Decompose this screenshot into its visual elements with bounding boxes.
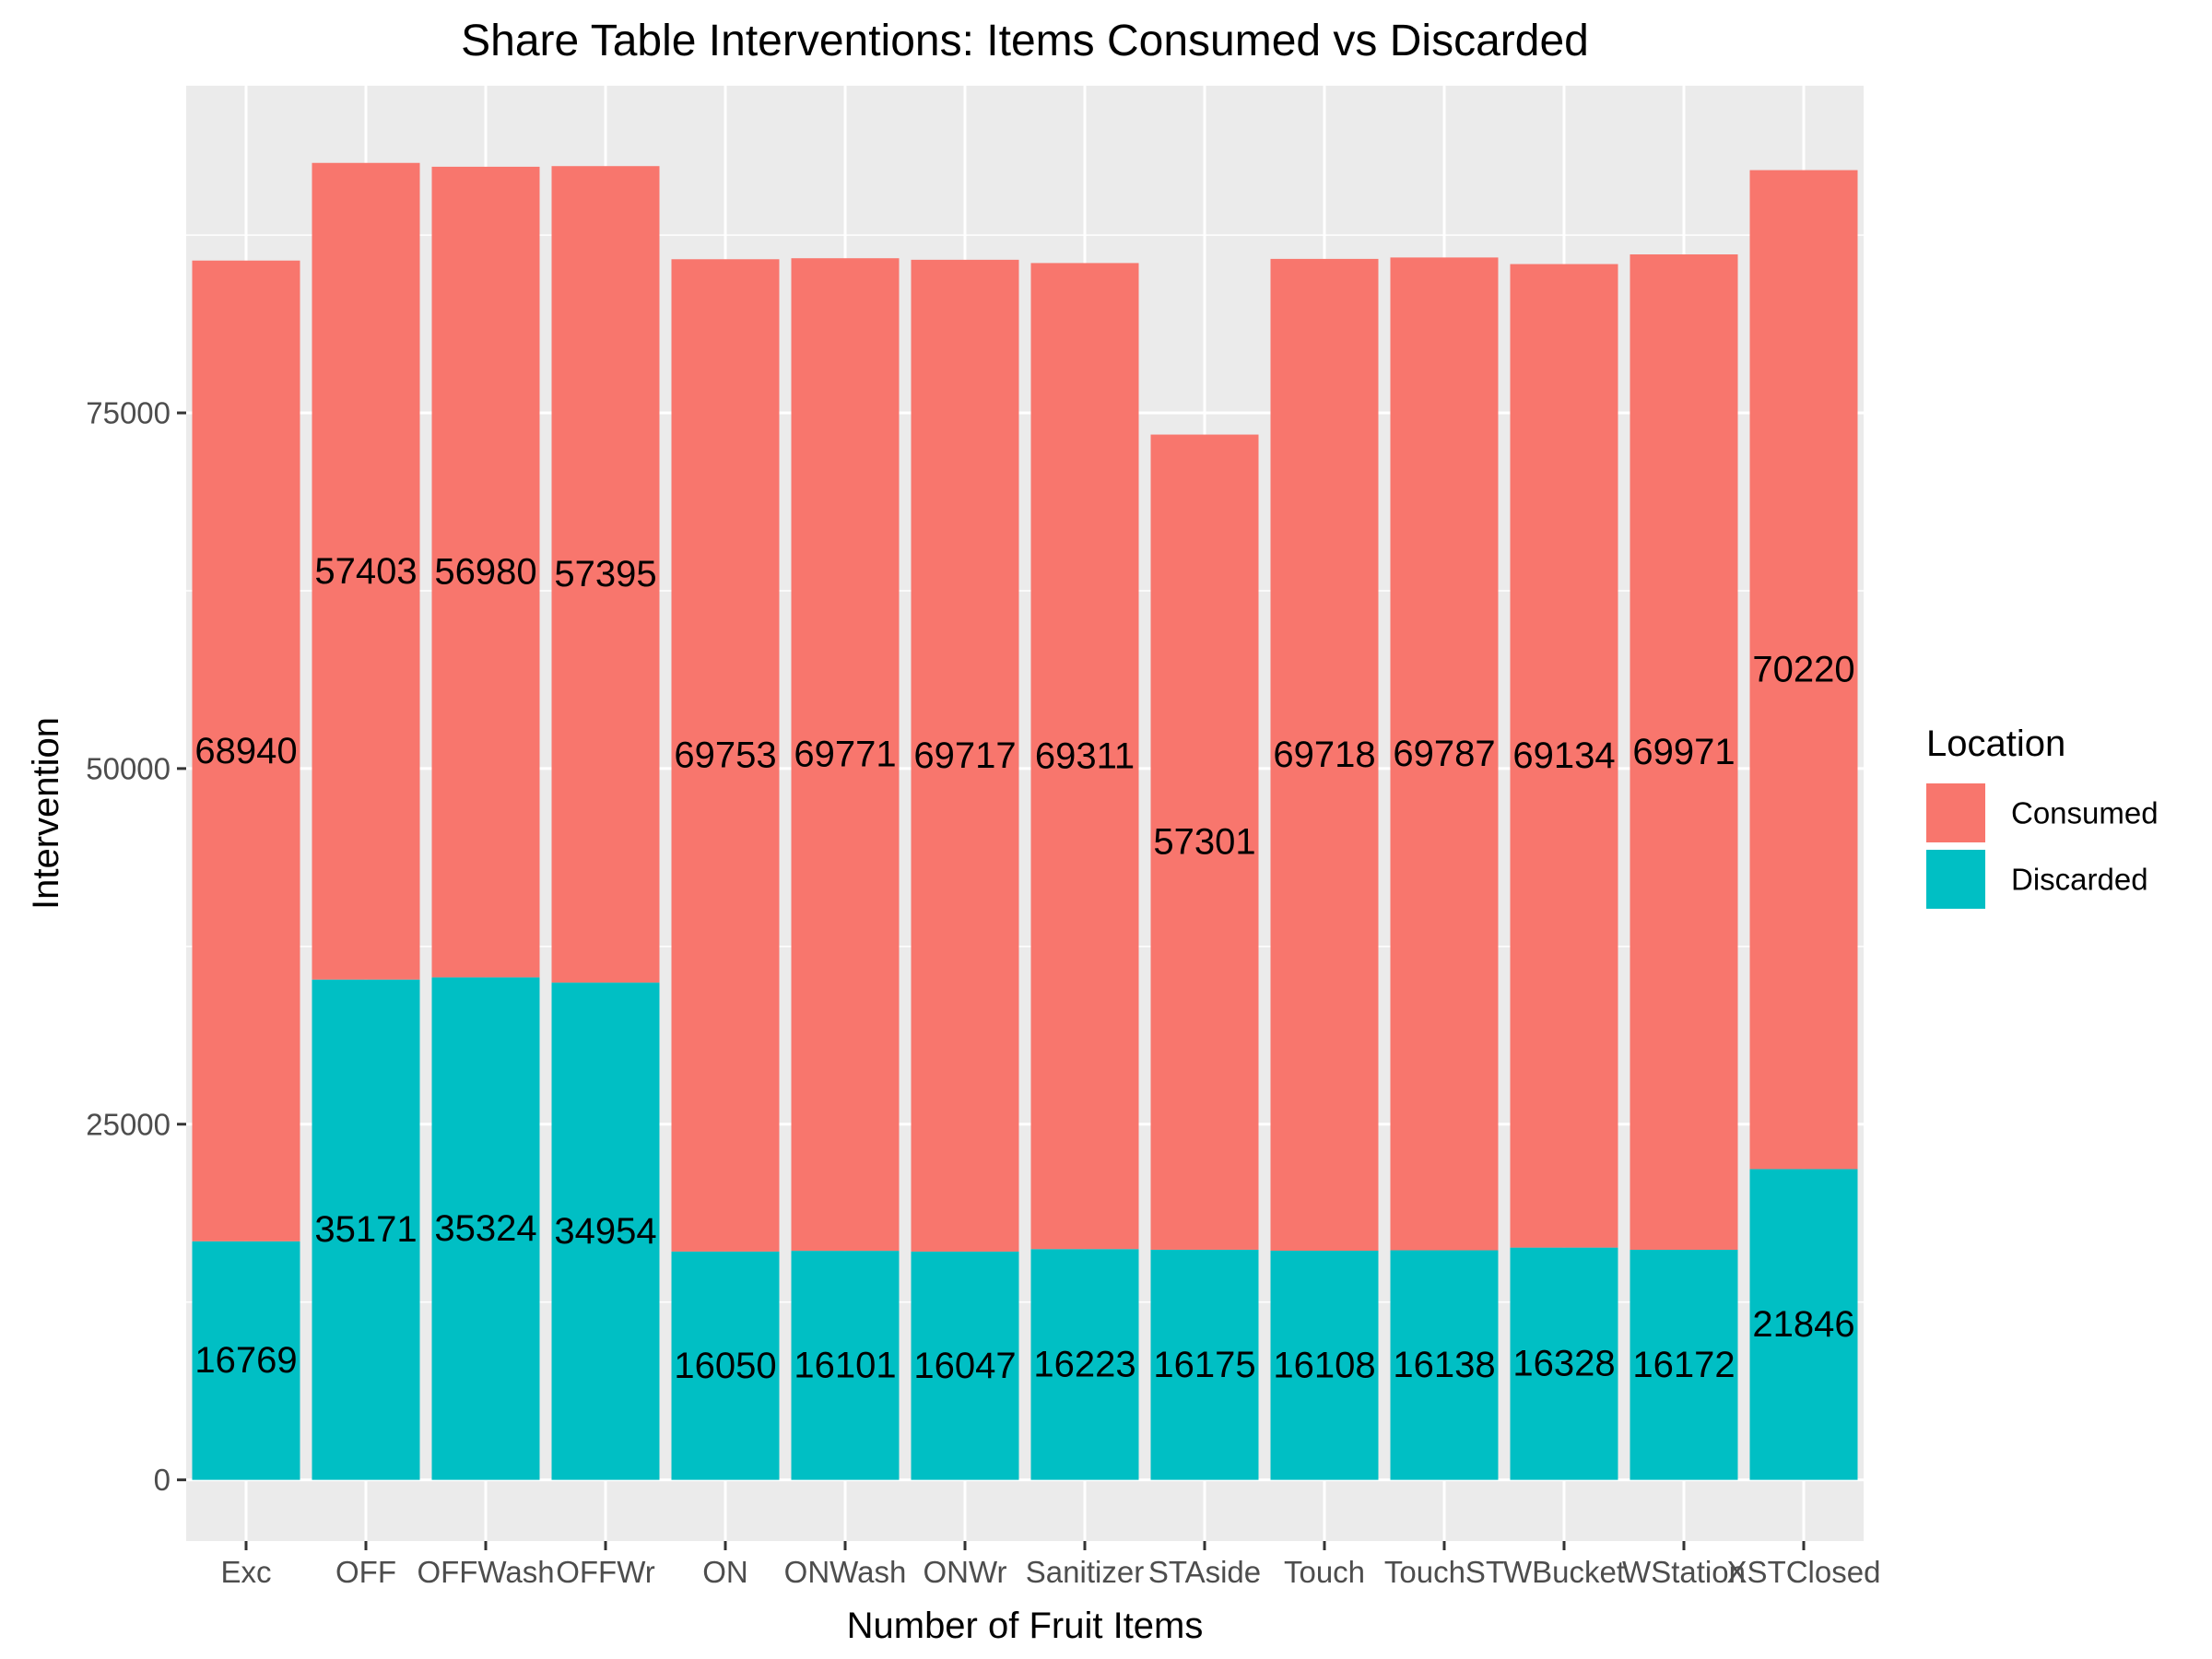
data-label-discarded: 16769 bbox=[194, 1340, 297, 1381]
bar-consumed bbox=[1150, 434, 1259, 1250]
data-label-consumed: 69134 bbox=[1512, 735, 1615, 776]
bar-consumed bbox=[671, 259, 780, 1252]
x-axis-title: Number of Fruit Items bbox=[847, 1606, 1204, 1646]
data-labels: 16769 68940 35171 57403 35324 56980 34954 57395… bbox=[194, 551, 1854, 1386]
data-label-consumed: 69753 bbox=[674, 735, 776, 776]
bar-discarded bbox=[671, 1251, 780, 1480]
x-tick-label: ONWr bbox=[923, 1555, 1006, 1589]
bar-discarded bbox=[791, 1251, 900, 1480]
data-label-discarded: 35171 bbox=[314, 1209, 417, 1250]
x-tick-label: WStation bbox=[1622, 1555, 1746, 1589]
bar-discarded bbox=[1749, 1169, 1858, 1480]
x-tick-label: ON bbox=[702, 1555, 748, 1589]
x-tick-label: STAside bbox=[1148, 1555, 1261, 1589]
data-label-consumed: 57403 bbox=[314, 551, 417, 592]
bar-consumed bbox=[431, 166, 540, 978]
bar-discarded bbox=[431, 977, 540, 1480]
data-label-discarded: 16138 bbox=[1393, 1345, 1495, 1385]
bar-consumed bbox=[791, 258, 900, 1252]
bar-discarded bbox=[312, 979, 420, 1480]
data-label-discarded: 21846 bbox=[1752, 1304, 1854, 1345]
bar-consumed bbox=[551, 166, 660, 983]
bar-discarded bbox=[1510, 1247, 1618, 1480]
bar-discarded bbox=[551, 982, 660, 1480]
x-tick-label: Exc bbox=[220, 1555, 271, 1589]
x-tick-label: XSTClosed bbox=[1727, 1555, 1881, 1589]
legend-label-discarded: Discarded bbox=[2011, 863, 2148, 897]
y-tick-label: 50000 bbox=[86, 751, 171, 785]
data-label-consumed: 70220 bbox=[1752, 650, 1854, 690]
bar-discarded bbox=[1630, 1250, 1738, 1480]
axes: 0 25000 50000 75000 Exc OFF OFFWash OFFWr ON ONWa… bbox=[86, 396, 1880, 1589]
data-label-consumed: 69718 bbox=[1273, 735, 1375, 775]
bar-discarded bbox=[1030, 1249, 1139, 1480]
x-tick-label: TouchST bbox=[1384, 1555, 1504, 1589]
chart-title: Share Table Interventions: Items Consume… bbox=[461, 17, 1589, 65]
data-label-discarded: 16223 bbox=[1033, 1344, 1135, 1384]
bar-consumed bbox=[1630, 254, 1738, 1251]
bar-consumed bbox=[1030, 263, 1139, 1250]
data-label-consumed: 69311 bbox=[1035, 735, 1135, 776]
legend-key-discarded bbox=[1926, 850, 1985, 909]
data-label-consumed: 56980 bbox=[434, 552, 536, 593]
bar-consumed bbox=[1510, 264, 1618, 1248]
data-label-consumed: 68940 bbox=[194, 731, 297, 771]
bar-consumed bbox=[312, 162, 420, 980]
data-label-discarded: 16101 bbox=[794, 1345, 896, 1385]
x-tick-label: Touch bbox=[1284, 1555, 1365, 1589]
x-tick-label: ONWash bbox=[784, 1555, 907, 1589]
y-tick-label: 75000 bbox=[86, 396, 171, 430]
data-label-discarded: 16050 bbox=[674, 1346, 776, 1386]
bar-consumed bbox=[911, 259, 1019, 1252]
data-label-consumed: 69771 bbox=[794, 735, 896, 775]
data-label-discarded: 16108 bbox=[1273, 1345, 1375, 1385]
legend-label-consumed: Consumed bbox=[2011, 796, 2159, 830]
legend: Location Consumed Discarded bbox=[1926, 724, 2159, 909]
legend-title: Location bbox=[1926, 724, 2065, 764]
data-label-consumed: 57301 bbox=[1153, 822, 1255, 863]
x-tick-label: OFFWr bbox=[556, 1555, 655, 1589]
data-label-consumed: 57395 bbox=[554, 554, 656, 594]
bars bbox=[192, 162, 1858, 1480]
x-tick-label: WBucket bbox=[1503, 1555, 1625, 1589]
x-tick-label: OFFWash bbox=[417, 1555, 554, 1589]
y-tick-label: 0 bbox=[154, 1463, 171, 1497]
y-tick-label: 25000 bbox=[86, 1107, 171, 1141]
data-label-discarded: 35324 bbox=[434, 1208, 536, 1249]
bar-discarded bbox=[1270, 1251, 1379, 1480]
bar-consumed bbox=[192, 260, 300, 1241]
data-label-discarded: 34954 bbox=[554, 1211, 656, 1252]
data-label-consumed: 69717 bbox=[913, 735, 1016, 776]
legend-key-consumed bbox=[1926, 783, 1985, 842]
data-label-discarded: 16328 bbox=[1512, 1344, 1615, 1384]
x-tick-label: Sanitizer bbox=[1026, 1555, 1144, 1589]
x-tick-label: OFF bbox=[335, 1555, 396, 1589]
data-label-consumed: 69971 bbox=[1632, 732, 1735, 772]
bar-discarded bbox=[192, 1241, 300, 1480]
bar-discarded bbox=[1390, 1250, 1499, 1480]
data-label-discarded: 16175 bbox=[1153, 1345, 1255, 1385]
data-label-consumed: 69787 bbox=[1393, 734, 1495, 774]
bar-consumed bbox=[1749, 170, 1858, 1170]
data-label-discarded: 16172 bbox=[1632, 1345, 1735, 1385]
bar-consumed bbox=[1390, 257, 1499, 1251]
y-axis-title: Intervention bbox=[26, 717, 66, 910]
data-label-discarded: 16047 bbox=[913, 1346, 1016, 1386]
bar-consumed bbox=[1270, 258, 1379, 1252]
bar-discarded bbox=[911, 1251, 1019, 1480]
bar-discarded bbox=[1150, 1249, 1259, 1480]
